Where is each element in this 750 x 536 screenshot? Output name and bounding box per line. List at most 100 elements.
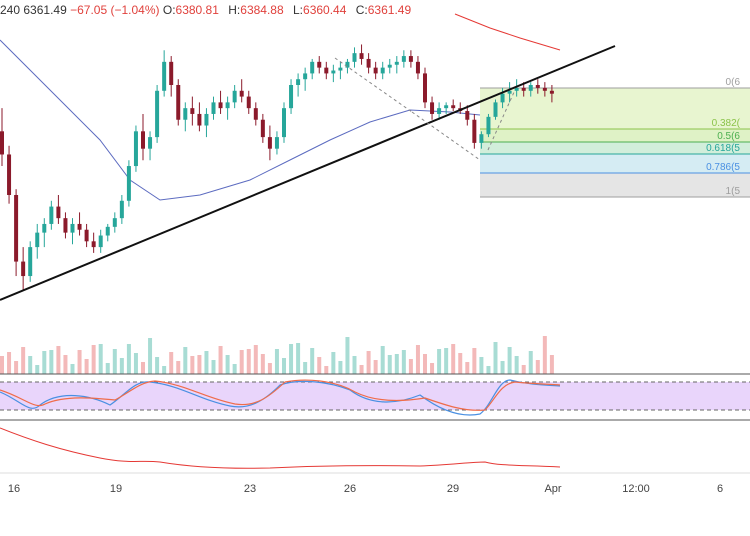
volume-bar [359,365,364,374]
candle-body [472,119,477,143]
volume-bar [14,361,19,374]
candle-body [56,206,61,219]
candle-body [119,200,124,219]
candle-body [14,195,19,262]
dashed-projection [487,89,516,151]
volume-bar [521,365,526,374]
candle-body [549,90,554,94]
candle-body [91,241,96,248]
volume-bar [239,350,244,374]
candle-body [479,134,484,143]
volume-bar [542,336,547,374]
fib-level-label: 0.618(5 [706,143,740,154]
timeframe-label: 240 [0,3,21,17]
candle-body [303,73,308,80]
volume-bar [500,361,505,374]
candle-body [401,56,406,62]
volume-bar [225,355,230,374]
candle-body [211,102,216,114]
candle-body [500,93,505,103]
volume-bar [204,351,209,374]
candle-body [535,85,540,88]
candle-body [141,131,145,149]
fib-level-label: 0.5(6 [717,131,740,142]
candle-body [267,137,272,149]
volume-bar [401,350,406,374]
fib-zone [480,88,750,129]
volume-bar [465,362,470,374]
x-tick-label: Apr [544,483,561,495]
candle-body [380,67,385,74]
moving-average-red [454,13,561,51]
moving-averages [0,13,561,201]
candle-body [430,102,435,114]
volume-bar [49,350,54,374]
volume-bar [126,344,131,374]
candle-body [451,105,456,109]
candle-body [28,247,33,277]
candle-body [359,53,364,59]
candle-body [289,85,294,109]
candle-body [528,85,533,91]
low-value: 6360.44 [303,3,347,17]
volume-bar [514,356,519,374]
fibonacci-retracement[interactable]: 0(6 0.382(0.5(60.618(5 0.786(5 1(5 [480,77,750,198]
volume-bar [267,363,272,374]
candle-body [105,226,110,236]
volume-bar [119,358,124,374]
volume-bar [415,345,420,374]
volume-bar [155,357,160,374]
volume-bar [141,362,145,374]
candle-body [35,232,40,248]
drawings[interactable] [0,45,616,301]
fib-zone [480,129,750,142]
volume-bar [246,349,251,374]
candle-body [190,108,195,114]
volume-bar [133,353,138,374]
close-label: C: [355,3,368,17]
volume-bar [345,337,350,374]
volume-bar [535,360,540,374]
candle-body [338,67,343,71]
candle-body [49,206,54,224]
volume-bar [282,358,286,374]
candle-body [112,218,117,227]
volume-bar [148,338,153,374]
volume-bar [105,363,110,374]
volume-bar [35,365,40,374]
high-value: 6384.88 [240,3,284,17]
candle-body [169,61,174,85]
volume-bar [296,343,301,374]
volume-bar [486,366,491,374]
dashed-projection [411,111,481,161]
volume-bar [197,355,202,374]
volume-bar [479,357,484,374]
candle-body [162,61,167,91]
volume-bar [0,356,4,374]
volume-bar [408,359,413,374]
volume-bar [162,366,167,374]
volume-bar [528,351,533,374]
candle-body [331,70,336,74]
candle-body [542,87,547,91]
candle-body [415,61,420,74]
price-chart[interactable]: 0(6 0.382(0.5(60.618(5 0.786(5 1(5 16 19 23 26… [0,0,750,500]
volume-bar [331,352,336,374]
volume-bar [394,354,399,374]
open-value: 6380.81 [175,3,219,17]
volume-bar [176,361,181,374]
dashed-projection [334,57,413,113]
volume-bar [317,357,322,374]
volume-bar [289,344,294,374]
stoch-d-line [0,379,561,411]
volume-bar [63,355,68,374]
candle-body [274,137,279,149]
candle-body [282,108,286,138]
trendline [0,45,616,301]
candle-body [352,53,357,62]
fib-level-label: 0(6 [726,77,741,88]
volume-bar [56,346,61,374]
candle-body [514,87,519,91]
candle-body [0,131,4,155]
candle-body [324,67,329,74]
